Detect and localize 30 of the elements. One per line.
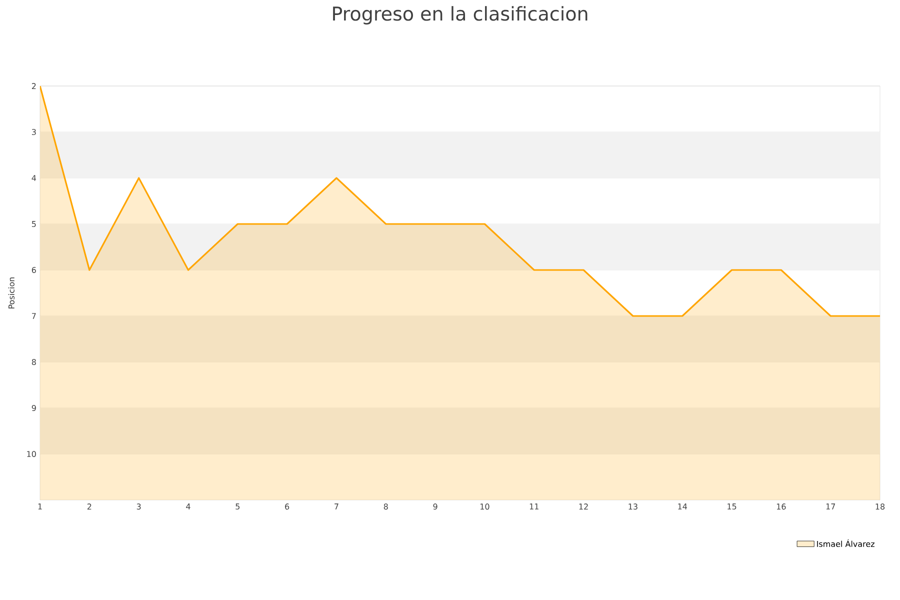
x-tick-label: 17 <box>826 504 835 510</box>
x-tick-label: 18 <box>876 504 885 510</box>
x-tick-label: 8 <box>384 504 388 510</box>
x-tick-label: 3 <box>136 504 141 510</box>
x-tick-label: 16 <box>776 504 786 510</box>
x-tick-label: 1 <box>38 504 42 510</box>
y-tick-label: 4 <box>32 175 36 181</box>
x-tick-label: 11 <box>530 504 538 510</box>
chart-title: Progreso en la clasificacion <box>333 6 588 24</box>
y-tick-label: 8 <box>32 358 36 366</box>
x-tick-label: 14 <box>678 504 687 510</box>
legend-label: Ismael Álvarez <box>817 539 874 547</box>
x-tick-label: 7 <box>334 504 338 510</box>
y-tick-label: 6 <box>32 266 36 274</box>
x-tick-label: 10 <box>480 504 490 510</box>
x-tick-label: 13 <box>628 504 638 510</box>
y-tick-label: 9 <box>32 404 36 412</box>
y-tick-label: 2 <box>32 83 36 89</box>
x-tick-label: 15 <box>728 504 736 510</box>
x-tick-label: 6 <box>285 504 290 510</box>
x-tick-label: 9 <box>433 504 438 510</box>
y-tick-label: 10 <box>27 450 36 458</box>
y-tick-label: 5 <box>32 221 36 227</box>
y-tick-label: 3 <box>32 128 36 136</box>
x-tick-label: 12 <box>579 504 588 510</box>
x-tick-label: 2 <box>87 504 92 510</box>
x-tick-label: 5 <box>236 504 240 510</box>
x-tick-label: 4 <box>186 504 190 510</box>
y-tick-label: 7 <box>32 313 36 319</box>
y-axis-title: Posicion <box>8 277 14 308</box>
